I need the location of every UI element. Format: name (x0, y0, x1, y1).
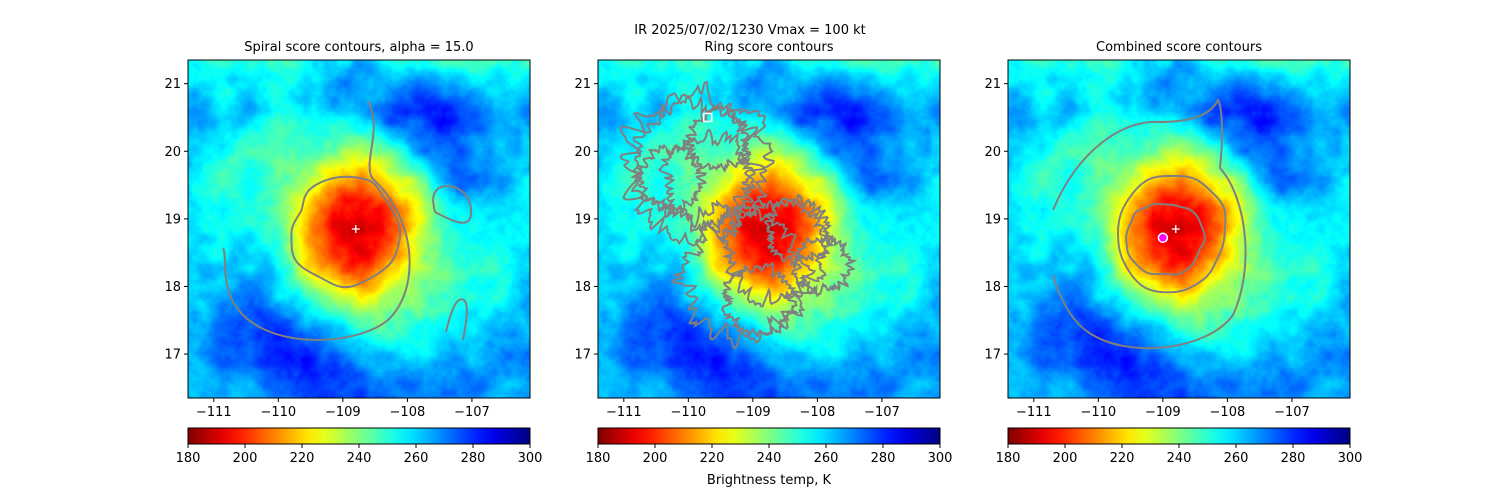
x-tick-label: −108 (1210, 405, 1246, 420)
x-tick-label: −107 (864, 405, 900, 420)
colorbar-tick-label: 240 (757, 451, 782, 466)
y-tick-label: 20 (984, 145, 1001, 160)
colorbar-tick-label: 280 (1281, 451, 1306, 466)
colorbar-tick-label: 280 (461, 451, 486, 466)
colorbar-tick-label: 220 (700, 451, 725, 466)
score-contour-line (290, 175, 402, 289)
ring-contour-line (630, 95, 767, 229)
y-tick-label: 19 (984, 212, 1001, 227)
colorbar-tick-label: 180 (586, 451, 611, 466)
panel-1-contours (222, 100, 473, 341)
y-tick-label: 21 (574, 77, 591, 92)
ring-contour-line (763, 193, 835, 270)
panel-3-frame (1007, 59, 1351, 399)
colorbar-tick-label: 280 (871, 451, 896, 466)
colorbar-tick-label: 300 (1338, 451, 1363, 466)
x-tick-label: −110 (260, 405, 296, 420)
x-tick-label: −109 (735, 405, 771, 420)
ring-contour-line (684, 105, 752, 173)
colorbar-tick-label: 240 (347, 451, 372, 466)
score-contour-line (222, 100, 411, 341)
y-tick-label: 19 (164, 212, 181, 227)
ring-contour-line (790, 234, 858, 298)
colorbar-tick-label: 220 (290, 451, 315, 466)
colorbar-gradient (1007, 427, 1351, 445)
colorbar-tick-label: 260 (814, 451, 839, 466)
y-tick-label: 18 (164, 280, 181, 295)
y-tick-label: 21 (984, 77, 1001, 92)
x-tick-label: −107 (1274, 405, 1310, 420)
y-tick-label: 21 (164, 77, 181, 92)
colorbar-tick-label: 300 (928, 451, 953, 466)
colorbar-label: Brightness temp, K (706, 473, 832, 488)
panel-3-colorbar: 180 200 220 240 260 280 300 (996, 427, 1363, 466)
y-tick-label: 17 (984, 348, 1001, 363)
score-contour-line (1052, 97, 1247, 350)
panel-3-title: Combined score contours (1096, 40, 1262, 55)
storm-center-plus-marker (351, 225, 360, 233)
x-tick-label: −108 (800, 405, 836, 420)
ring-contour-line (720, 261, 799, 345)
ring-contour-line (619, 80, 776, 247)
panel-3-contours (1052, 97, 1247, 350)
colorbar-tick-label: 180 (996, 451, 1021, 466)
x-tick-label: −108 (390, 405, 426, 420)
panel-2-colorbar: 180 200 220 240 260 280 300 (586, 427, 953, 466)
score-contour-line (445, 298, 468, 341)
x-tick-label: −111 (606, 405, 642, 420)
x-tick-label: −110 (1080, 405, 1116, 420)
ring-contour-line (671, 201, 817, 350)
panel-1: −111 −110 −109 −108 −107 17 18 19 20 21 (164, 59, 531, 420)
ring-contour-line (657, 128, 756, 234)
colorbar-tick-label: 200 (1053, 451, 1078, 466)
x-tick-label: −110 (670, 405, 706, 420)
y-tick-label: 20 (164, 145, 181, 160)
panel-2-frame (597, 59, 941, 399)
y-tick-label: 20 (574, 145, 591, 160)
y-tick-label: 18 (984, 280, 1001, 295)
storm-center-plus-marker (1171, 225, 1180, 233)
score-contour-line (1116, 175, 1227, 294)
panel-2: −111 −110 −109 −108 −107 17 18 19 20 21 (574, 59, 941, 420)
y-tick-label: 19 (574, 212, 591, 227)
y-tick-label: 17 (164, 348, 181, 363)
panel-1-colorbar: 180 200 220 240 260 280 300 (176, 427, 543, 466)
ring-contour-line (718, 197, 831, 308)
panel-2-contours (619, 80, 858, 350)
panel-1-title: Spiral score contours, alpha = 15.0 (244, 40, 474, 55)
y-tick-label: 18 (574, 280, 591, 295)
y-tick-label: 17 (574, 348, 591, 363)
x-tick-label: −109 (325, 405, 361, 420)
ring-contour-line (635, 142, 707, 215)
colorbar-tick-label: 260 (1224, 451, 1249, 466)
colorbar-gradient (597, 427, 941, 445)
score-contour-line (432, 185, 473, 224)
score-contour-line (1125, 202, 1206, 276)
colorbar-tick-label: 300 (518, 451, 543, 466)
panel-1-frame (187, 59, 531, 399)
colorbar-tick-label: 240 (1167, 451, 1192, 466)
colorbar-tick-label: 260 (404, 451, 429, 466)
x-tick-label: −107 (454, 405, 490, 420)
x-tick-label: −111 (196, 405, 232, 420)
colorbar-gradient (187, 427, 531, 445)
figure-suptitle: IR 2025/07/02/1230 Vmax = 100 kt (634, 23, 866, 38)
ring-center-square-marker (702, 112, 713, 123)
panel-3: −111 −110 −109 −108 −107 17 18 19 20 21 (984, 59, 1351, 420)
panel-2-title: Ring score contours (704, 40, 834, 55)
combined-center-circle-marker (1157, 232, 1169, 244)
colorbar-tick-label: 220 (1110, 451, 1135, 466)
x-tick-label: −111 (1016, 405, 1052, 420)
colorbar-tick-label: 200 (643, 451, 668, 466)
colorbar-tick-label: 200 (233, 451, 258, 466)
colorbar-tick-label: 180 (176, 451, 201, 466)
x-tick-label: −109 (1145, 405, 1181, 420)
